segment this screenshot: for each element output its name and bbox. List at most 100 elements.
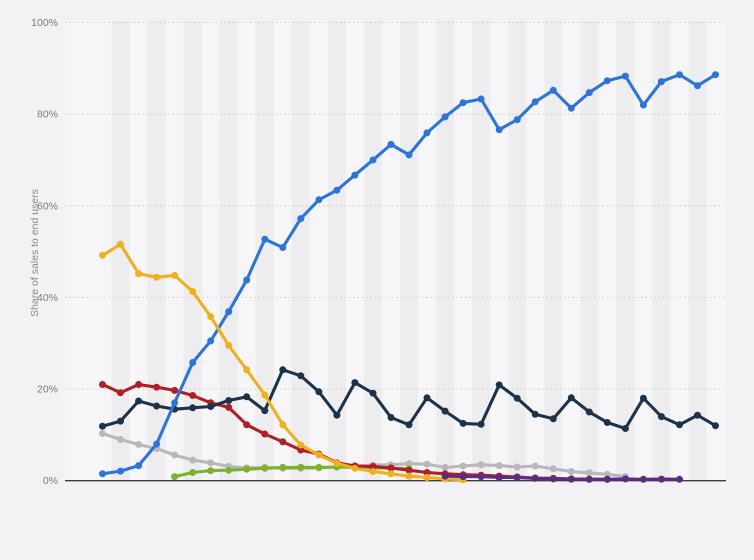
series-green-data-point[interactable] [225, 466, 233, 474]
series-navy-data-point[interactable] [676, 421, 683, 429]
series-navy-data-point[interactable] [351, 379, 359, 387]
series-yellow-data-point[interactable] [261, 391, 269, 399]
series-blue-data-point[interactable] [333, 186, 341, 194]
series-blue-data-point[interactable] [423, 129, 431, 137]
series-purple-data-point[interactable] [657, 475, 665, 483]
series-yellow-data-point[interactable] [387, 470, 395, 478]
series-red-data-point[interactable] [225, 403, 233, 411]
series-blue-data-point[interactable] [585, 89, 593, 97]
series-red-data-point[interactable] [189, 392, 197, 399]
series-navy-data-point[interactable] [117, 417, 124, 425]
series-purple-data-point[interactable] [459, 473, 467, 481]
series-navy-data-point[interactable] [369, 389, 377, 397]
series-navy-data-point[interactable] [531, 410, 539, 418]
series-blue-data-point[interactable] [621, 72, 629, 80]
series-gray-data-point[interactable] [171, 451, 179, 459]
series-yellow-data-point[interactable] [297, 441, 305, 449]
series-blue-data-point[interactable] [189, 359, 197, 366]
series-blue-data-point[interactable] [99, 470, 106, 478]
series-yellow-data-point[interactable] [351, 464, 359, 472]
series-yellow-data-point[interactable] [423, 474, 431, 481]
series-purple-data-point[interactable] [676, 475, 683, 483]
series-navy-data-point[interactable] [387, 414, 395, 421]
series-blue-data-point[interactable] [639, 101, 647, 109]
series-yellow-data-point[interactable] [243, 366, 251, 374]
series-gray-data-point[interactable] [423, 460, 431, 468]
series-purple-data-point[interactable] [495, 474, 503, 481]
series-purple-data-point[interactable] [603, 475, 611, 483]
series-gray-data-point[interactable] [585, 469, 593, 477]
series-green-data-point[interactable] [297, 463, 305, 471]
series-red-data-point[interactable] [387, 464, 395, 472]
series-navy-data-point[interactable] [315, 388, 323, 396]
series-yellow-data-point[interactable] [189, 288, 197, 295]
series-gray-data-point[interactable] [207, 459, 215, 467]
series-navy-data-point[interactable] [297, 372, 305, 380]
series-blue-data-point[interactable] [387, 140, 395, 148]
series-blue-data-point[interactable] [315, 196, 323, 204]
series-navy-data-point[interactable] [513, 394, 521, 402]
series-navy-data-point[interactable] [243, 393, 251, 401]
series-gray-data-point[interactable] [531, 462, 539, 470]
series-blue-data-point[interactable] [405, 151, 413, 159]
series-yellow-data-point[interactable] [315, 451, 323, 459]
series-red-data-point[interactable] [171, 386, 179, 394]
series-navy-data-point[interactable] [495, 381, 503, 389]
series-navy-data-point[interactable] [135, 397, 143, 405]
series-blue-data-point[interactable] [603, 77, 611, 85]
series-green-data-point[interactable] [315, 463, 323, 471]
series-navy-data-point[interactable] [153, 402, 161, 410]
series-navy-data-point[interactable] [279, 366, 287, 374]
series-red-data-point[interactable] [117, 389, 124, 397]
series-red-data-point[interactable] [99, 381, 106, 388]
series-yellow-data-point[interactable] [135, 270, 143, 278]
series-blue-data-point[interactable] [243, 276, 251, 284]
series-red-data-point[interactable] [369, 463, 377, 470]
series-blue-data-point[interactable] [495, 126, 503, 134]
series-navy-data-point[interactable] [459, 419, 467, 427]
series-blue-data-point[interactable] [441, 113, 449, 121]
series-purple-data-point[interactable] [531, 474, 539, 482]
series-blue-data-point[interactable] [712, 71, 719, 79]
series-navy-data-point[interactable] [694, 411, 701, 419]
series-navy-data-point[interactable] [639, 394, 647, 402]
series-blue-data-point[interactable] [261, 235, 269, 243]
series-yellow-data-point[interactable] [207, 313, 215, 321]
series-navy-data-point[interactable] [621, 425, 629, 432]
series-green-data-point[interactable] [243, 465, 251, 473]
series-yellow-data-point[interactable] [369, 468, 377, 475]
series-gray-data-point[interactable] [117, 436, 124, 443]
series-navy-data-point[interactable] [423, 394, 431, 402]
series-red-data-point[interactable] [135, 381, 143, 388]
series-blue-data-point[interactable] [676, 71, 683, 79]
series-purple-data-point[interactable] [639, 475, 647, 483]
series-purple-data-point[interactable] [585, 475, 593, 483]
series-blue-data-point[interactable] [117, 467, 124, 475]
series-gray-data-point[interactable] [459, 462, 467, 470]
series-blue-data-point[interactable] [567, 104, 575, 112]
series-gray-data-point[interactable] [603, 470, 611, 478]
series-purple-data-point[interactable] [441, 472, 449, 480]
series-blue-data-point[interactable] [694, 82, 701, 90]
series-navy-data-point[interactable] [549, 415, 557, 423]
series-red-data-point[interactable] [297, 446, 305, 454]
series-gray-data-point[interactable] [189, 456, 197, 464]
series-navy-data-point[interactable] [225, 397, 233, 404]
series-gray-data-point[interactable] [441, 463, 449, 471]
series-blue-data-point[interactable] [171, 399, 179, 407]
series-green-data-point[interactable] [189, 469, 197, 476]
series-red-data-point[interactable] [423, 469, 431, 476]
series-purple-data-point[interactable] [513, 474, 521, 481]
series-gray-data-point[interactable] [513, 463, 521, 471]
series-yellow-data-point[interactable] [117, 240, 124, 248]
series-purple-data-point[interactable] [621, 475, 629, 483]
series-blue-data-point[interactable] [657, 78, 665, 86]
series-green-data-point[interactable] [207, 467, 215, 475]
series-gray-data-point[interactable] [567, 468, 575, 475]
series-red-data-point[interactable] [261, 430, 269, 438]
series-blue-data-point[interactable] [207, 337, 215, 345]
series-blue-data-point[interactable] [531, 98, 539, 106]
series-navy-data-point[interactable] [333, 411, 341, 419]
series-navy-data-point[interactable] [261, 407, 269, 415]
series-yellow-data-point[interactable] [171, 271, 179, 279]
